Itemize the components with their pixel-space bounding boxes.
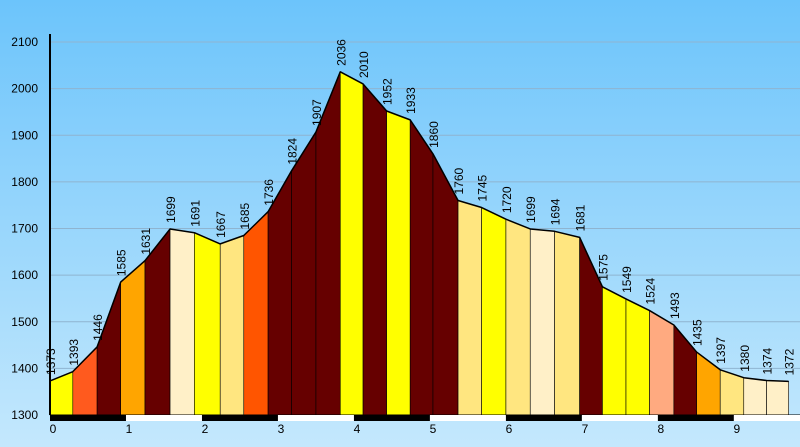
value-label: 1372 bbox=[783, 348, 797, 375]
y-tick-label: 1600 bbox=[11, 268, 38, 282]
value-label: 1694 bbox=[549, 198, 563, 225]
value-label: 1380 bbox=[738, 345, 752, 372]
y-tick-label: 1300 bbox=[11, 408, 38, 422]
elevation-segment bbox=[169, 228, 195, 416]
y-tick-label: 1700 bbox=[11, 222, 38, 236]
value-label: 1720 bbox=[500, 186, 514, 213]
scale-bar bbox=[429, 415, 506, 421]
elevation-segment bbox=[766, 380, 789, 416]
elevation-segment bbox=[362, 83, 387, 416]
value-label: 1575 bbox=[596, 254, 610, 281]
value-label: 1446 bbox=[91, 314, 105, 341]
scale-bar bbox=[733, 415, 800, 421]
x-tick-label: 4 bbox=[354, 422, 361, 436]
scale-bar bbox=[581, 415, 658, 421]
value-label: 1585 bbox=[115, 249, 129, 276]
elevation-segment bbox=[743, 377, 767, 416]
scale-bar bbox=[353, 415, 430, 421]
elevation-segment bbox=[409, 118, 434, 416]
elevation-segment bbox=[554, 230, 580, 416]
value-label: 1760 bbox=[452, 168, 466, 195]
y-tick-label: 2000 bbox=[11, 82, 38, 96]
elevation-segment bbox=[291, 130, 317, 416]
value-label: 1952 bbox=[381, 78, 395, 105]
y-tick-label: 1400 bbox=[11, 361, 38, 375]
x-tick-label: 7 bbox=[582, 422, 589, 436]
value-label: 1631 bbox=[139, 228, 153, 255]
value-label: 1691 bbox=[188, 200, 202, 227]
x-tick-label: 2 bbox=[202, 422, 209, 436]
scale-bar bbox=[50, 415, 126, 421]
value-label: 1397 bbox=[714, 337, 728, 364]
elevation-segment bbox=[120, 260, 146, 416]
value-label: 1549 bbox=[620, 266, 634, 293]
elevation-segment bbox=[602, 286, 627, 416]
value-label: 1907 bbox=[310, 99, 324, 126]
y-tick-label: 2100 bbox=[11, 35, 38, 49]
elevation-segment bbox=[267, 169, 292, 416]
y-tick-label: 1800 bbox=[11, 175, 38, 189]
scale-bar bbox=[657, 415, 734, 421]
value-label: 1493 bbox=[668, 292, 682, 319]
scale-bar bbox=[505, 415, 582, 421]
value-label: 1745 bbox=[476, 174, 490, 201]
elevation-segment bbox=[529, 228, 555, 416]
value-label: 1699 bbox=[164, 196, 178, 223]
scale-bar bbox=[125, 415, 202, 421]
value-label: 1393 bbox=[67, 339, 81, 366]
elevation-segment bbox=[649, 310, 675, 416]
elevation-segment bbox=[481, 207, 507, 416]
elevation-segment bbox=[625, 298, 650, 416]
x-tick-label: 1 bbox=[126, 422, 133, 436]
scale-bar bbox=[201, 415, 278, 421]
value-label: 1374 bbox=[761, 347, 775, 374]
value-label: 1681 bbox=[574, 204, 588, 231]
profile-line bbox=[49, 71, 789, 383]
value-label: 1435 bbox=[691, 319, 705, 346]
value-label: 1685 bbox=[238, 202, 252, 229]
elevation-segment bbox=[243, 211, 269, 416]
elevation-segment bbox=[386, 110, 411, 416]
x-tick-label: 5 bbox=[430, 422, 437, 436]
scale-bar bbox=[277, 415, 354, 421]
value-label: 2036 bbox=[334, 39, 348, 66]
x-tick-label: 8 bbox=[658, 422, 665, 436]
y-tick-label: 1500 bbox=[11, 315, 38, 329]
elevation-segment bbox=[219, 235, 245, 416]
value-label: 1667 bbox=[214, 211, 228, 238]
value-label: 1736 bbox=[262, 179, 276, 206]
value-label: 1824 bbox=[286, 138, 300, 165]
x-tick-label: 0 bbox=[50, 422, 57, 436]
x-tick-label: 6 bbox=[506, 422, 513, 436]
elevation-segment bbox=[457, 200, 482, 416]
elevation-segment bbox=[505, 218, 531, 416]
value-label: 1933 bbox=[404, 87, 418, 114]
elevation-segment bbox=[339, 71, 364, 416]
y-tick-label: 1900 bbox=[11, 128, 38, 142]
value-label: 2010 bbox=[357, 51, 371, 78]
x-tick-label: 3 bbox=[278, 422, 285, 436]
value-label: 1860 bbox=[427, 121, 441, 148]
value-label: 1699 bbox=[524, 196, 538, 223]
x-tick-label: 9 bbox=[734, 422, 741, 436]
value-label: 1524 bbox=[644, 278, 658, 305]
elevation-segment bbox=[194, 232, 221, 416]
